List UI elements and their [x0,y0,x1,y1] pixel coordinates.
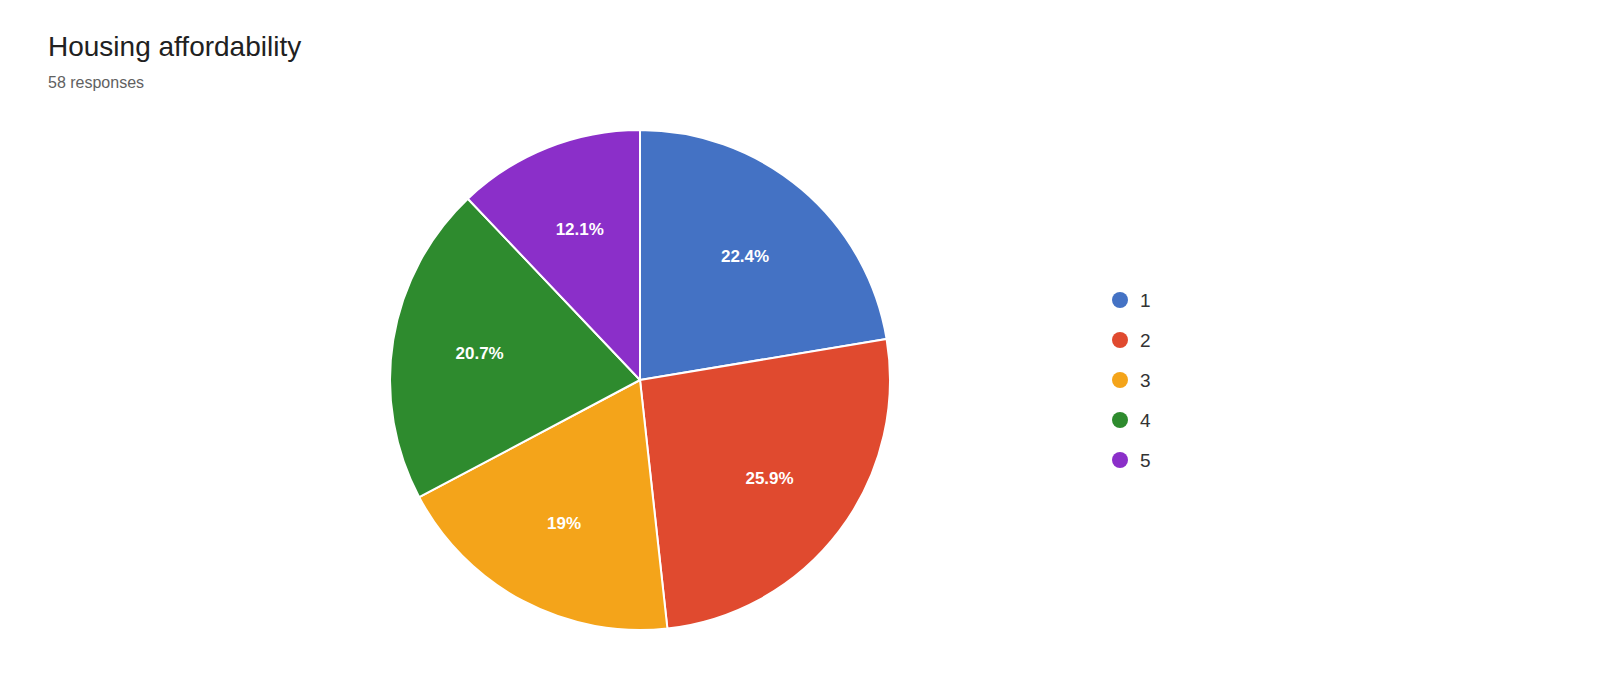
legend-marker [1112,452,1128,468]
slices [390,130,890,630]
data-label: 20.7% [456,344,504,363]
data-label: 22.4% [721,247,769,266]
legend-entry: 2 [1140,330,1151,351]
legend-entry: 5 [1140,450,1151,471]
title: Housing affordability [48,31,301,62]
slice [640,339,890,628]
slice-labels: 22.4% 25.9% 19% 20.7% 12.1% [456,220,794,534]
legend-marker [1112,372,1128,388]
legend-marker [1112,332,1128,348]
legend-marker [1112,292,1128,308]
chart: Housing affordability58 responses22.4%25… [0,0,1600,673]
legend-entry: 1 [1140,290,1151,311]
slice [468,130,640,380]
data-label: 19% [547,514,581,533]
data-label: 12.1% [556,220,604,239]
slice [640,130,887,380]
legend: 1 2 3 4 5 [1112,290,1151,471]
legend-entry: 4 [1140,410,1151,431]
legend-marker [1112,412,1128,428]
legend-entry: 3 [1140,370,1151,391]
data-label: 25.9% [745,469,793,488]
subtitle: 58 responses [48,74,144,91]
